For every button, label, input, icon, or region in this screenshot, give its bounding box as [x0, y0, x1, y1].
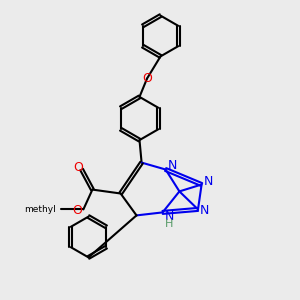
Text: H: H — [165, 219, 173, 230]
Text: O: O — [142, 72, 152, 85]
Text: N: N — [164, 209, 174, 223]
Text: N: N — [203, 175, 213, 188]
Text: O: O — [73, 160, 83, 174]
Text: N: N — [167, 159, 177, 172]
Text: N: N — [200, 204, 209, 218]
Text: O: O — [72, 204, 82, 218]
Text: methyl: methyl — [24, 205, 56, 214]
